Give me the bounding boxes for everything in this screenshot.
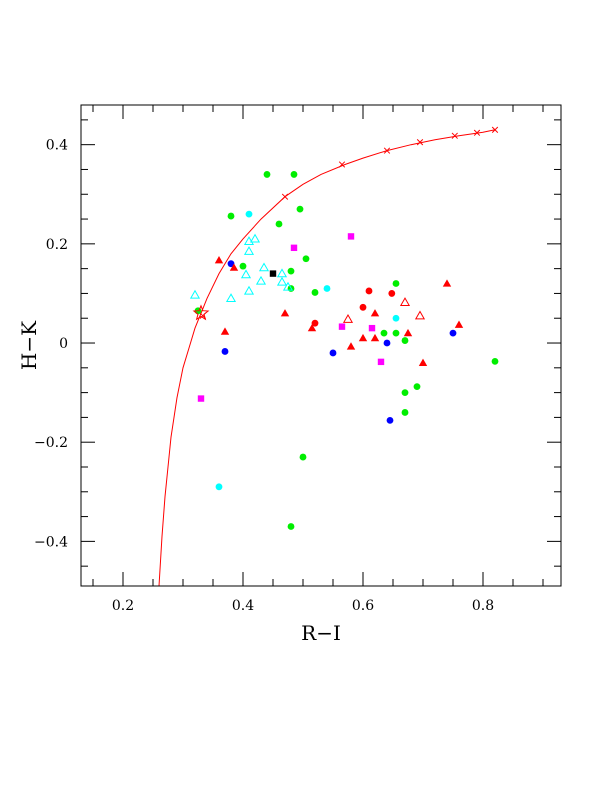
y-tick-label: 0.2 bbox=[46, 237, 68, 253]
data-points bbox=[189, 171, 499, 530]
data-point bbox=[401, 389, 409, 397]
data-point bbox=[413, 383, 421, 391]
data-point bbox=[302, 255, 310, 263]
data-point bbox=[370, 333, 380, 342]
data-point bbox=[449, 329, 457, 337]
data-point bbox=[307, 323, 317, 332]
x-tick-label: 0.4 bbox=[232, 598, 254, 614]
y-tick-label: −0.4 bbox=[34, 534, 68, 550]
model-curve-line bbox=[158, 129, 496, 587]
data-point bbox=[347, 233, 355, 240]
data-point bbox=[282, 281, 294, 291]
data-point bbox=[311, 319, 319, 327]
tick-labels: 0.2 0.4 0.6 0.8 −0.4 −0.2 0 0.2 0.4 bbox=[34, 138, 494, 614]
data-point bbox=[243, 285, 255, 295]
data-point bbox=[342, 314, 354, 323]
y-tick-label: −0.2 bbox=[34, 435, 68, 451]
data-point bbox=[329, 349, 337, 357]
x-tick-label: 0.8 bbox=[472, 598, 494, 614]
y-tick-label: 0 bbox=[59, 336, 68, 352]
data-point bbox=[276, 268, 288, 278]
data-point bbox=[275, 220, 283, 228]
data-point bbox=[290, 244, 298, 252]
data-point bbox=[245, 210, 253, 218]
data-point bbox=[346, 342, 356, 350]
data-point bbox=[280, 309, 290, 317]
data-point bbox=[370, 309, 380, 317]
data-point bbox=[221, 348, 229, 355]
curve-cross-marker bbox=[491, 126, 499, 133]
y-axis-label: H−K bbox=[17, 320, 41, 370]
data-point bbox=[358, 333, 368, 342]
data-point bbox=[311, 289, 319, 296]
data-point bbox=[276, 276, 288, 286]
x-axis-label: R−I bbox=[301, 621, 341, 645]
data-point bbox=[338, 323, 346, 330]
data-point bbox=[255, 275, 267, 285]
data-point bbox=[227, 260, 235, 268]
data-point bbox=[323, 285, 331, 292]
data-point bbox=[249, 233, 261, 243]
data-point bbox=[414, 310, 426, 320]
model-curve bbox=[158, 126, 499, 587]
data-point bbox=[269, 270, 277, 277]
data-point bbox=[401, 337, 409, 344]
data-point bbox=[401, 409, 409, 416]
curve-cross-marker bbox=[281, 193, 289, 200]
data-point bbox=[229, 263, 239, 271]
data-point bbox=[215, 483, 223, 491]
data-point bbox=[258, 262, 270, 272]
data-point bbox=[377, 358, 385, 366]
x-tick-label: 0.6 bbox=[352, 598, 374, 614]
data-point bbox=[418, 358, 428, 367]
data-point bbox=[399, 297, 411, 307]
data-point bbox=[392, 280, 400, 287]
data-point bbox=[287, 523, 295, 530]
data-point bbox=[491, 357, 499, 365]
data-point bbox=[392, 329, 400, 337]
curve-cross-marker bbox=[416, 139, 424, 146]
data-point bbox=[227, 212, 235, 220]
data-point bbox=[225, 293, 237, 303]
curve-cross-marker bbox=[383, 147, 391, 154]
data-point bbox=[454, 320, 464, 328]
data-point bbox=[365, 287, 373, 295]
plot-frame bbox=[80, 104, 562, 587]
y-tick-label: 0.4 bbox=[46, 138, 68, 154]
axis-ticks bbox=[81, 105, 561, 586]
curve-cross-marker bbox=[473, 129, 481, 136]
x-tick-label: 0.2 bbox=[112, 598, 134, 614]
star-marker bbox=[192, 304, 210, 321]
data-point bbox=[392, 314, 400, 322]
data-point bbox=[189, 289, 201, 299]
data-point bbox=[386, 416, 394, 424]
data-point bbox=[296, 205, 304, 213]
data-point bbox=[388, 290, 396, 297]
data-point bbox=[380, 329, 388, 337]
data-point bbox=[359, 303, 367, 311]
data-point bbox=[197, 395, 205, 402]
curve-cross-marker bbox=[451, 132, 458, 139]
data-point bbox=[287, 267, 295, 275]
data-point bbox=[240, 269, 252, 279]
data-point bbox=[290, 171, 298, 178]
data-point bbox=[368, 324, 376, 332]
data-point bbox=[243, 246, 255, 255]
curve-cross-marker bbox=[338, 161, 346, 168]
data-point bbox=[220, 327, 230, 335]
data-point bbox=[383, 339, 391, 347]
data-point bbox=[299, 453, 307, 461]
data-point bbox=[239, 262, 247, 270]
data-point bbox=[403, 328, 413, 337]
data-point bbox=[442, 279, 452, 287]
data-point bbox=[263, 171, 271, 178]
data-point bbox=[214, 256, 224, 264]
